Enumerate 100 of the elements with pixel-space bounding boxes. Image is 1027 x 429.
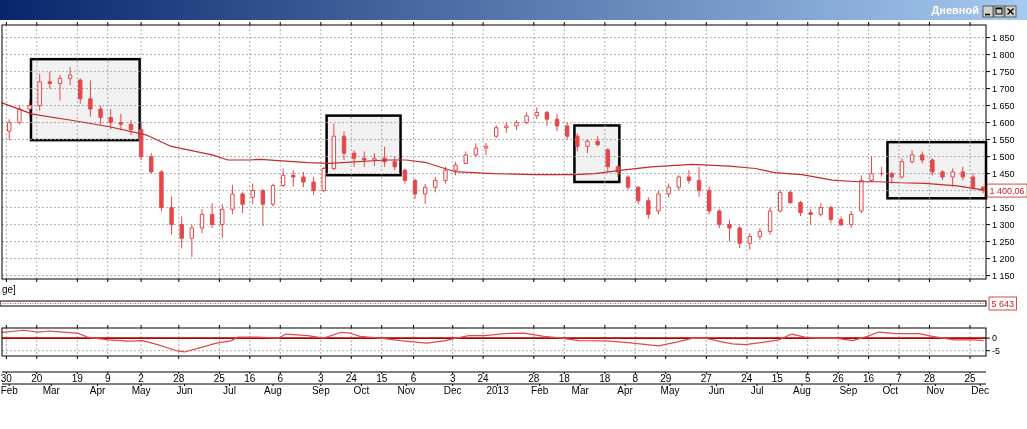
x2-tick-label: Dec	[971, 385, 990, 396]
x-tick-label: 30	[0, 373, 13, 384]
x2-tick-label: Feb	[531, 385, 549, 396]
candlestick	[828, 205, 834, 224]
candlestick	[554, 113, 560, 132]
x-tick-label: 8	[632, 373, 639, 384]
candlestick	[78, 77, 83, 105]
x-tick-label: 6	[277, 373, 284, 384]
y-tick-label: 1 150	[992, 270, 1015, 281]
candlestick	[240, 191, 245, 214]
candlestick	[585, 139, 590, 154]
x2-tick-label: Nov	[397, 385, 416, 396]
x-tick-label: 6	[410, 373, 417, 384]
x-tick-label: 28	[923, 373, 936, 384]
x2-tick-label: Jun	[708, 385, 725, 396]
candlestick	[940, 169, 945, 181]
x-tick-label: 29	[660, 373, 672, 384]
x-tick-label: 16	[863, 373, 875, 384]
candlestick	[605, 147, 610, 173]
annotation: 1 400,06	[989, 185, 1025, 196]
candlestick	[351, 149, 357, 168]
x2-tick-label: Dec	[443, 385, 462, 396]
candlestick	[889, 171, 894, 184]
line-series	[1, 329, 984, 353]
candlestick	[524, 111, 529, 125]
x-tick-label: 28	[173, 373, 185, 384]
candlestick	[696, 166, 702, 198]
candlestick	[57, 74, 63, 101]
candlestick	[189, 224, 195, 258]
candlestick	[453, 161, 458, 176]
candlestick	[372, 152, 377, 167]
candlestick	[727, 219, 732, 243]
candlestick	[930, 157, 935, 176]
candlestick	[250, 182, 255, 205]
candlestick	[311, 176, 316, 196]
candlestick	[686, 169, 692, 185]
x2-tick-label: Apr	[89, 385, 107, 396]
candlestick	[859, 174, 864, 214]
candlestick	[635, 186, 641, 205]
candlestick	[128, 119, 134, 136]
x-tick-label: 20	[31, 373, 43, 384]
candlestick	[179, 215, 184, 249]
candlestick	[798, 200, 803, 217]
x2-tick-label: Oct	[882, 385, 899, 396]
candlestick	[909, 149, 915, 164]
x2-tick-label: Aug	[793, 385, 811, 396]
x-tick-label: 28	[528, 373, 540, 384]
candlestick	[159, 169, 164, 212]
candlestick	[341, 130, 347, 161]
candlestick	[291, 169, 296, 188]
candlestick	[280, 167, 286, 188]
candlestick	[67, 66, 73, 86]
x-tick-label: 3	[449, 373, 456, 384]
candlestick	[169, 196, 174, 236]
candlestick	[717, 208, 722, 229]
candlestick	[149, 152, 154, 175]
candlestick	[98, 105, 103, 125]
candlestick	[260, 188, 266, 227]
candlestick	[108, 108, 113, 130]
candlestick	[362, 150, 367, 168]
y-tick-label: 1 550	[992, 134, 1015, 145]
candlestick	[808, 208, 813, 226]
x-tick-label: 5	[804, 373, 811, 384]
x2-tick-label: Mar	[42, 385, 61, 396]
candlestick	[737, 225, 742, 249]
candlestick	[209, 202, 215, 229]
candlestick	[818, 202, 823, 217]
x-tick-label: 25	[964, 373, 977, 384]
candlestick	[920, 150, 925, 164]
candlestick	[869, 156, 874, 183]
y-tick-label: 1 200	[992, 253, 1015, 264]
candlestick	[575, 132, 580, 152]
x-tick-label: 9	[105, 373, 112, 384]
candlestick	[514, 119, 519, 131]
x2-tick-label: Jul	[223, 385, 236, 396]
candlestick	[138, 122, 144, 161]
x-tick-label: 25	[213, 373, 226, 384]
candlestick	[433, 176, 438, 193]
x-tick-label: 26	[832, 373, 845, 384]
candlestick	[483, 142, 489, 156]
candlestick	[676, 174, 681, 192]
candlestick	[625, 174, 631, 191]
x-tick-label: 3	[318, 373, 325, 384]
y-tick-label: -5	[992, 345, 1001, 356]
candlestick	[504, 122, 509, 134]
x-tick-label: 27	[700, 373, 713, 384]
x2-tick-label: Apr	[617, 385, 634, 396]
y-tick-label: 1 600	[992, 117, 1015, 128]
x-tick-label: 2	[138, 373, 145, 384]
candlestick	[270, 183, 276, 208]
x2-tick-label: Oct	[353, 385, 370, 396]
x2-tick-label: Aug	[264, 385, 282, 396]
candlestick	[230, 184, 235, 215]
x-tick-label: 7	[896, 373, 903, 384]
x-tick-label: 24	[741, 373, 753, 384]
x2-tick-label: May	[131, 385, 151, 396]
candlestick	[220, 203, 225, 239]
candlestick	[331, 123, 337, 171]
candlestick	[392, 156, 397, 171]
chart-title: Дневной	[931, 4, 979, 16]
